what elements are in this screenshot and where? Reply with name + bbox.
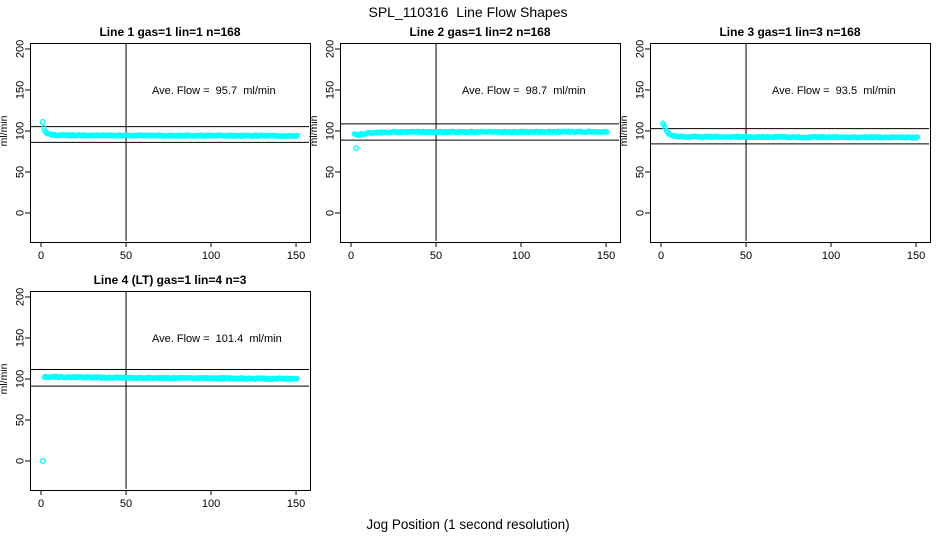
y-axis-unit-label: ml/min: [0, 115, 10, 146]
outlier-point: [39, 118, 46, 125]
y-axis-unit-label: ml/min: [308, 115, 320, 146]
x-tick-label: 50: [430, 250, 442, 262]
outlier-point: [39, 457, 46, 464]
y-tick-label: 150: [325, 81, 337, 99]
panel-title: Line 2 gas=1 lin=2 n=168: [409, 25, 550, 39]
y-tick-label: 0: [635, 210, 647, 216]
x-axis-label: Jog Position (1 second resolution): [366, 517, 570, 532]
y-tick-label: 200: [635, 40, 647, 58]
x-tick-label: 0: [38, 498, 44, 510]
y-tick-label: 50: [635, 166, 647, 178]
ave-flow-annotation: Ave. Flow = 101.4 ml/min: [152, 333, 282, 345]
panel-title: Line 1 gas=1 lin=1 n=168: [99, 25, 240, 39]
plot-box: [30, 291, 311, 491]
outlier-point: [353, 145, 360, 152]
panel-line-2: 0 50 100 150 0 50 100 150 200 ml/min Line 2 gas=1 …: [308, 25, 621, 262]
y-tick-label: 200: [325, 40, 337, 58]
y-axis-unit-label: ml/min: [0, 363, 10, 394]
scatter-series: [351, 128, 610, 152]
x-tick-label: 0: [658, 250, 664, 262]
x-tick-label: 100: [202, 250, 220, 262]
y-tick-label: 100: [325, 122, 337, 140]
y-tick-label: 100: [635, 122, 647, 140]
scatter-series: [659, 120, 921, 141]
x-tick-label: 150: [287, 498, 305, 510]
y-tick-label: 200: [15, 40, 27, 58]
x-tick-label: 50: [740, 250, 752, 262]
chart-main-title: SPL_110316 Line Flow Shapes: [368, 4, 568, 20]
panel-line-1: 0 50 100 150 0 50 100 150 200 ml/min Line 1 gas=1 …: [0, 25, 311, 262]
plot-box: [340, 43, 621, 243]
y-tick-label: 200: [15, 288, 27, 306]
x-tick-label: 100: [202, 498, 220, 510]
x-tick-label: 150: [287, 250, 305, 262]
y-axis-unit-label: ml/min: [618, 115, 630, 146]
scatter-series: [39, 118, 300, 140]
x-tick-label: 150: [597, 250, 615, 262]
y-tick-label: 50: [325, 166, 337, 178]
y-tick-label: 100: [15, 370, 27, 388]
y-tick-label: 50: [15, 414, 27, 426]
x-tick-label: 50: [120, 498, 132, 510]
x-tick-label: 50: [120, 250, 132, 262]
panel-title: Line 3 gas=1 lin=3 n=168: [719, 25, 860, 39]
ave-flow-annotation: Ave. Flow = 93.5 ml/min: [772, 85, 896, 97]
y-tick-label: 150: [635, 81, 647, 99]
y-tick-label: 150: [14, 81, 26, 99]
x-tick-label: 100: [512, 250, 530, 262]
x-tick-label: 150: [907, 250, 925, 262]
ave-flow-annotation: Ave. Flow = 95.7 ml/min: [152, 85, 276, 97]
y-tick-label: 0: [325, 210, 337, 216]
panel-line-4: 0 50 100 150 0 50 100 150 200 ml/min Line 4 (LT) g…: [0, 273, 311, 510]
y-tick-label: 150: [14, 329, 26, 347]
plot-box: [30, 43, 311, 243]
panel-title: Line 4 (LT) gas=1 lin=4 n=3: [94, 273, 247, 287]
panel-line-3: 0 50 100 150 0 50 100 150 200 ml/min Line 3 gas=1 …: [618, 25, 931, 262]
ave-flow-annotation: Ave. Flow = 98.7 ml/min: [462, 85, 586, 97]
y-tick-label: 50: [15, 166, 27, 178]
scatter-series: [39, 373, 300, 464]
x-tick-label: 0: [38, 250, 44, 262]
y-tick-label: 0: [15, 458, 27, 464]
x-tick-label: 0: [348, 250, 354, 262]
y-tick-label: 0: [15, 210, 27, 216]
x-tick-label: 100: [822, 250, 840, 262]
y-tick-label: 100: [15, 122, 27, 140]
plot-box: [650, 43, 931, 243]
